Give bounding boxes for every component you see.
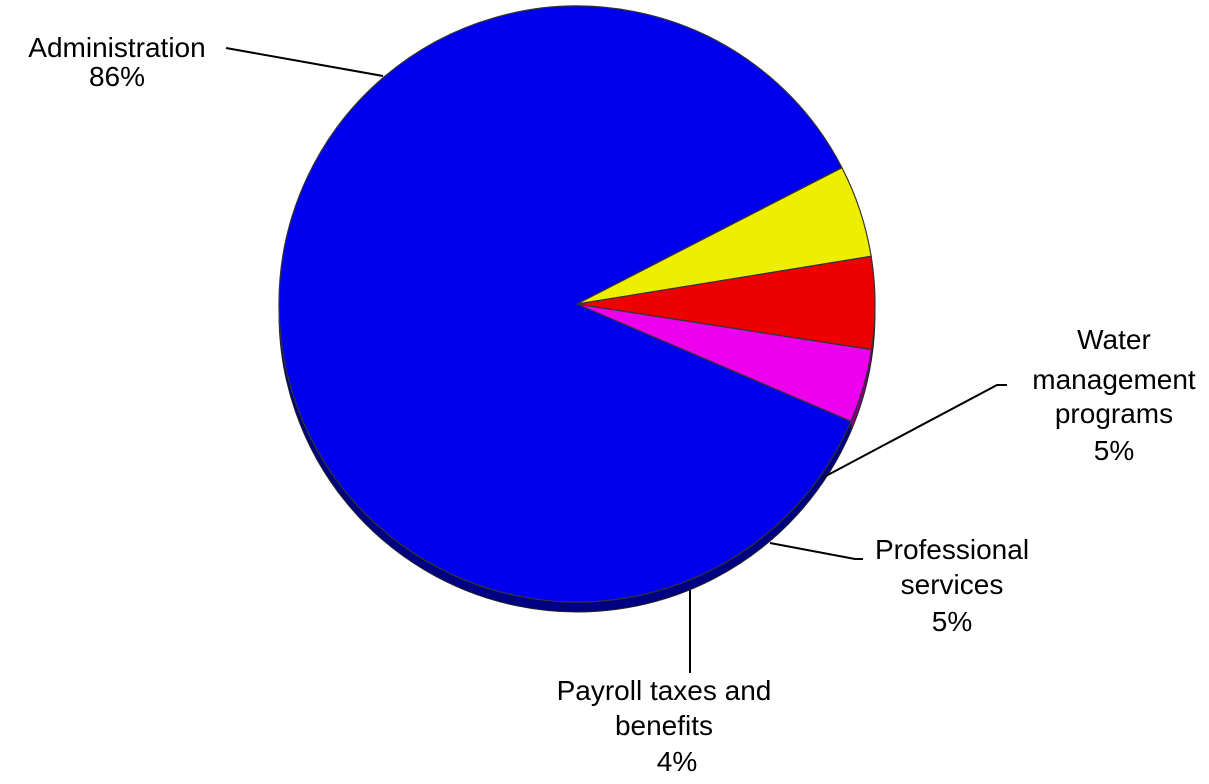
slice-name-label: Professional: [875, 534, 1029, 565]
slice-percent-label: 5%: [932, 606, 972, 637]
leader-line-water-management-programs: [823, 384, 1007, 478]
slice-percent-label: 4%: [657, 746, 697, 777]
slice-name-label: Payroll taxes and: [557, 675, 772, 706]
leader-line-administration: [225, 47, 384, 77]
slice-water-management-programs: [576, 167, 872, 305]
slice-name-label: benefits: [615, 710, 713, 741]
slice-name-label: management: [1032, 364, 1196, 395]
slice-label-professional-services: Professional services 5%: [875, 534, 1029, 637]
slice-label-payroll-taxes-and-benefits: Payroll taxes and benefits 4%: [557, 675, 772, 777]
slice-name-label: Water: [1077, 324, 1151, 355]
slice-administration: [278, 5, 852, 603]
slice-name-label: programs: [1055, 398, 1173, 429]
slice-name-label: services: [901, 569, 1004, 600]
leader-lines: [225, 47, 1007, 673]
leader-line-professional-services: [769, 542, 863, 560]
slice-percent-label: 5%: [1094, 435, 1134, 466]
pie-slices: [278, 5, 876, 603]
slice-percent-label: 86%: [89, 61, 145, 92]
slice-name-label: Administration: [28, 32, 205, 63]
